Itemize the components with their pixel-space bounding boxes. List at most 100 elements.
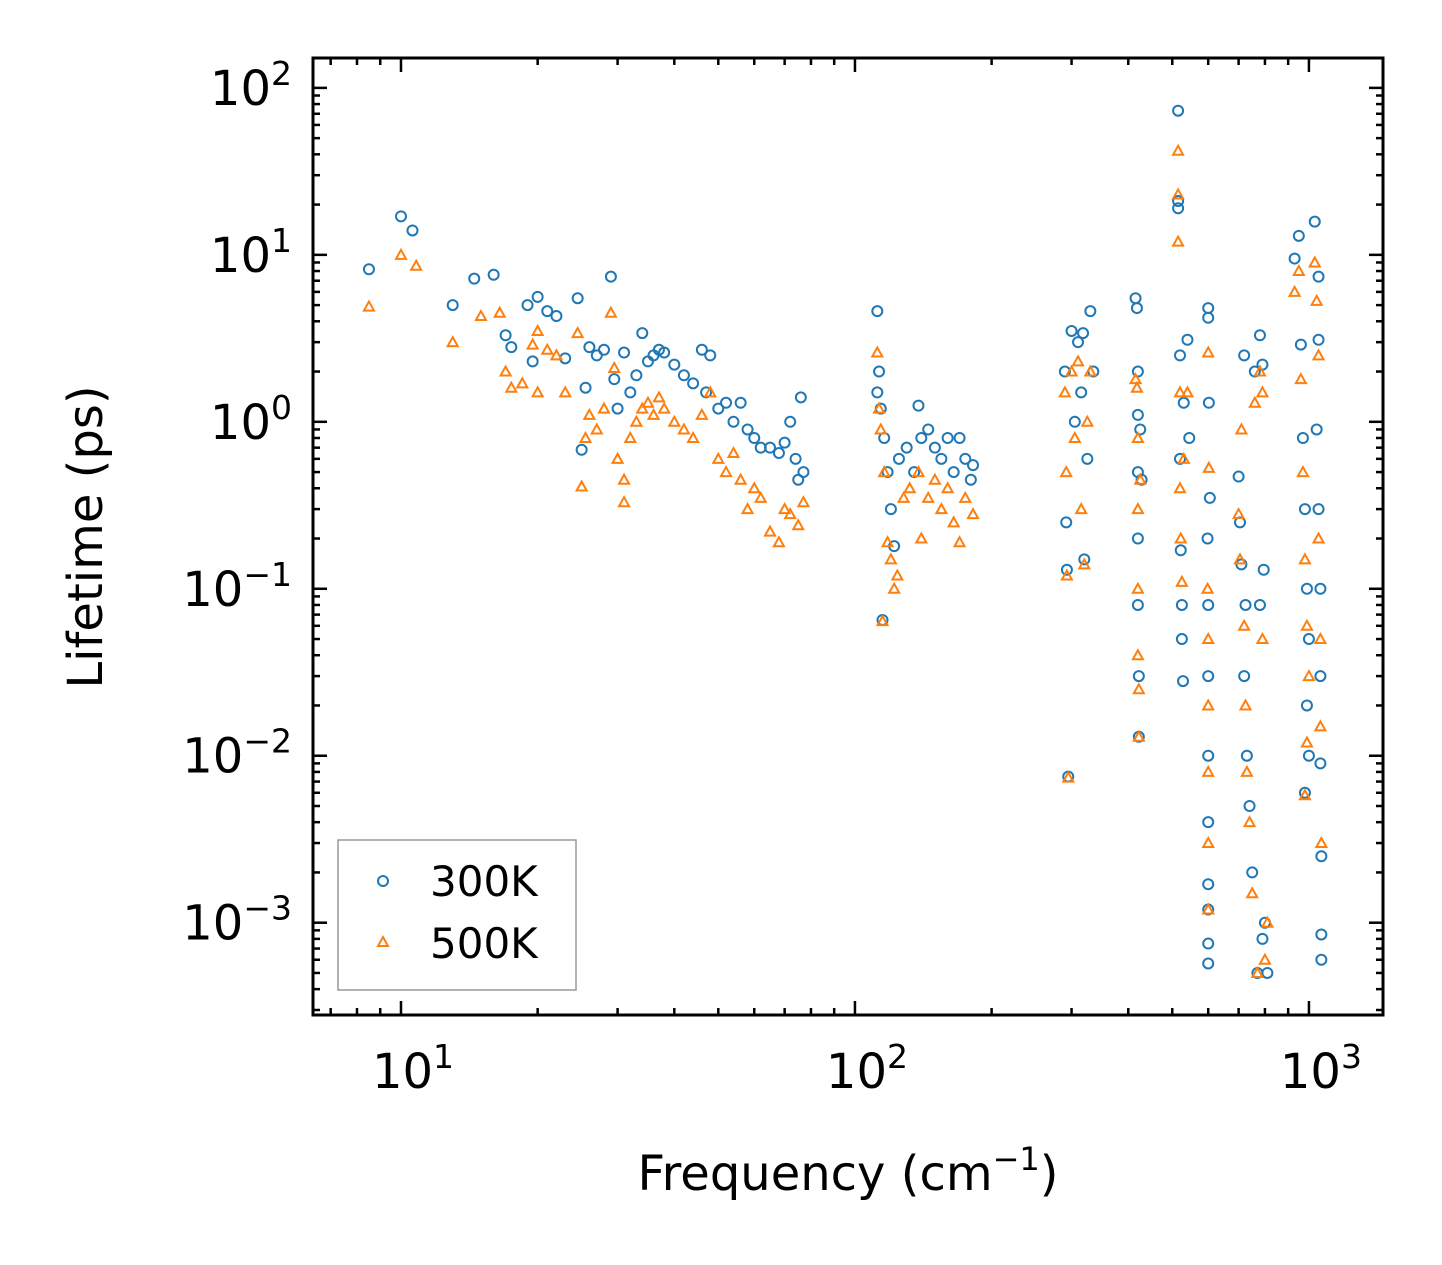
point-500k — [1309, 293, 1324, 306]
point-300k — [1240, 749, 1253, 762]
point-500k — [1308, 255, 1322, 268]
point-500k — [1064, 364, 1079, 377]
point-300k — [1315, 953, 1328, 966]
point-500k — [1131, 648, 1145, 661]
point-500k — [914, 531, 928, 544]
y-tick-label: 10−2 — [182, 722, 292, 785]
point-300k — [959, 452, 972, 465]
point-500k — [570, 326, 585, 339]
point-300k — [964, 473, 977, 486]
point-300k — [892, 452, 905, 465]
point-500k — [1253, 364, 1267, 377]
x-tick-label: 103 — [1280, 1037, 1362, 1100]
point-300k — [1202, 816, 1215, 829]
point-300k — [871, 386, 884, 399]
point-300k — [1312, 270, 1325, 283]
point-300k — [583, 341, 596, 354]
point-500k — [1171, 187, 1185, 200]
point-500k — [1175, 574, 1189, 587]
point-500k — [582, 407, 597, 420]
point-300k — [677, 369, 690, 382]
point-500k — [1201, 631, 1215, 645]
x-axis-label: Frequency (cm−1) — [637, 1140, 1058, 1202]
point-500k — [703, 385, 717, 398]
point-300k — [521, 299, 534, 312]
point-300k — [878, 431, 891, 444]
point-300k — [900, 441, 913, 454]
point-300k — [784, 415, 797, 428]
point-500k — [1302, 669, 1316, 682]
point-300k — [1181, 333, 1194, 346]
point-500k — [409, 258, 423, 271]
point-500k — [629, 414, 644, 427]
point-500k — [796, 495, 811, 508]
point-300k — [1172, 195, 1185, 208]
point-500k — [1255, 385, 1270, 398]
point-300k — [748, 431, 761, 444]
plot-frame — [311, 56, 1385, 1017]
legend: 300K 500K — [337, 839, 577, 991]
point-500k — [884, 552, 898, 565]
point-300k — [362, 263, 375, 276]
point-300k — [1310, 423, 1323, 436]
point-300k — [499, 329, 512, 342]
point-300k — [1174, 544, 1187, 557]
point-300k — [1202, 878, 1215, 891]
point-300k — [1175, 598, 1188, 611]
point-300k — [704, 349, 717, 362]
point-500k — [1074, 502, 1088, 515]
point-500k — [1080, 414, 1095, 427]
point-300k — [1077, 327, 1090, 340]
point-500k — [686, 430, 700, 443]
point-300k — [727, 415, 740, 428]
point-300k — [967, 459, 980, 472]
point-300k — [928, 441, 941, 454]
point-500k — [1174, 531, 1188, 544]
point-300k — [1068, 415, 1081, 428]
point-300k — [720, 396, 733, 409]
point-500k — [1313, 631, 1328, 645]
point-300k — [741, 423, 754, 436]
point-500k — [1171, 143, 1185, 156]
point-300k — [1203, 491, 1216, 504]
point-300k — [541, 305, 554, 318]
point-300k — [468, 272, 481, 285]
point-500k — [719, 465, 733, 478]
point-500k — [515, 376, 529, 389]
point-300k — [1201, 532, 1214, 545]
x-tick-label: 102 — [826, 1037, 908, 1100]
point-300k — [1288, 252, 1301, 265]
point-300k — [1172, 202, 1185, 215]
point-500k — [1242, 815, 1257, 828]
point-300k — [630, 369, 643, 382]
point-300k — [611, 402, 624, 415]
point-300k — [636, 327, 649, 340]
point-500k — [1059, 465, 1073, 478]
point-500k — [635, 401, 649, 414]
point-500k — [791, 518, 805, 531]
point-500k — [1131, 581, 1145, 594]
point-500k — [1132, 729, 1146, 742]
point-300k — [1315, 850, 1328, 863]
point-500k — [1180, 385, 1195, 398]
point-500k — [1201, 345, 1215, 358]
point-500k — [1298, 552, 1312, 565]
point-500k — [1292, 263, 1306, 277]
point-500k — [1248, 395, 1262, 408]
point-300k — [1314, 670, 1327, 683]
y-tick-label: 101 — [210, 221, 292, 284]
point-300k — [1257, 563, 1270, 576]
point-500k — [695, 407, 709, 420]
point-500k — [875, 614, 890, 627]
point-300k — [1078, 553, 1091, 566]
point-300k — [1183, 431, 1196, 444]
point-300k — [1065, 324, 1078, 337]
point-500k — [911, 465, 926, 478]
point-500k — [733, 472, 748, 485]
point-500k — [1071, 354, 1085, 367]
point-300k — [531, 290, 544, 303]
point-300k — [1081, 452, 1094, 465]
point-300k — [953, 431, 966, 444]
point-500k — [558, 385, 572, 398]
point-300k — [406, 224, 419, 237]
